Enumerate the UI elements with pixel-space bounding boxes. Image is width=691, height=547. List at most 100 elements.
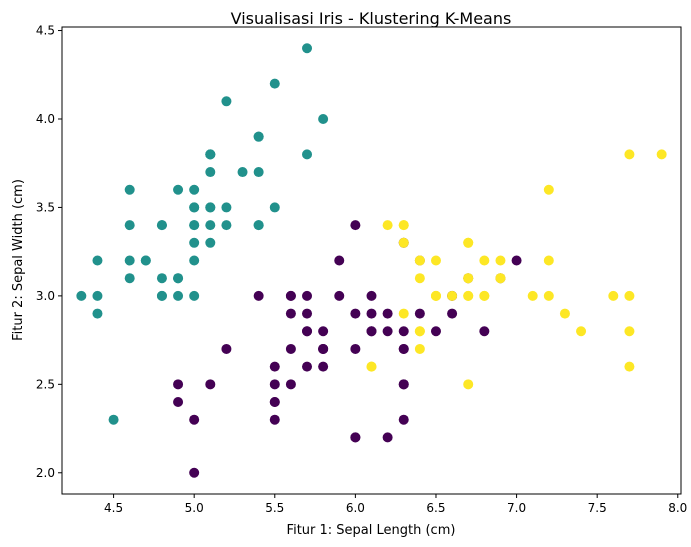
- data-point-cluster-1: [237, 167, 248, 178]
- data-point-cluster-0: [189, 467, 200, 478]
- y-tick-label: 2.5: [36, 377, 55, 391]
- x-axis-label: Fitur 1: Sepal Length (cm): [287, 523, 456, 538]
- data-point-cluster-1: [253, 220, 264, 231]
- x-tick-label: 8.0: [668, 501, 687, 515]
- data-point-cluster-0: [398, 343, 409, 354]
- data-point-cluster-0: [479, 326, 490, 337]
- data-point-cluster-2: [414, 255, 425, 266]
- chart-title: Visualisasi Iris - Klustering K-Means: [231, 9, 512, 28]
- data-point-cluster-2: [447, 290, 458, 301]
- data-point-cluster-1: [92, 255, 103, 266]
- data-point-cluster-0: [318, 343, 329, 354]
- data-point-cluster-2: [382, 220, 393, 231]
- data-point-cluster-0: [398, 379, 409, 390]
- data-point-cluster-0: [430, 326, 441, 337]
- data-point-cluster-2: [576, 326, 587, 337]
- data-point-cluster-0: [366, 326, 377, 337]
- x-tick-label: 4.5: [104, 501, 123, 515]
- data-point-cluster-1: [205, 167, 216, 178]
- data-point-cluster-2: [624, 149, 635, 160]
- data-point-cluster-2: [463, 237, 474, 248]
- data-point-cluster-1: [189, 202, 200, 213]
- x-tick-label: 5.5: [265, 501, 284, 515]
- data-point-cluster-1: [302, 149, 313, 160]
- data-point-cluster-0: [173, 379, 184, 390]
- data-point-cluster-2: [430, 255, 441, 266]
- data-point-cluster-1: [156, 220, 167, 231]
- data-point-cluster-2: [463, 273, 474, 284]
- data-point-cluster-0: [285, 308, 296, 319]
- data-point-cluster-2: [414, 273, 425, 284]
- x-tick-label: 6.5: [426, 501, 445, 515]
- data-point-cluster-1: [205, 220, 216, 231]
- data-point-cluster-1: [124, 184, 135, 195]
- data-points: [76, 43, 667, 478]
- data-point-cluster-0: [350, 220, 361, 231]
- data-point-cluster-1: [189, 184, 200, 195]
- data-point-cluster-1: [318, 113, 329, 124]
- data-point-cluster-0: [350, 432, 361, 443]
- y-tick-label: 2.0: [36, 466, 55, 480]
- data-point-cluster-2: [414, 343, 425, 354]
- y-tick-label: 3.5: [36, 200, 55, 214]
- data-point-cluster-0: [189, 414, 200, 425]
- data-point-cluster-2: [495, 255, 506, 266]
- data-point-cluster-2: [559, 308, 570, 319]
- data-point-cluster-0: [269, 361, 280, 372]
- data-point-cluster-1: [92, 308, 103, 319]
- data-point-cluster-0: [447, 308, 458, 319]
- data-point-cluster-1: [269, 202, 280, 213]
- data-point-cluster-2: [398, 237, 409, 248]
- data-point-cluster-1: [302, 43, 313, 54]
- y-axis-label: Fitur 2: Sepal Width (cm): [11, 179, 26, 341]
- data-point-cluster-1: [156, 273, 167, 284]
- data-point-cluster-0: [269, 379, 280, 390]
- data-point-cluster-0: [511, 255, 522, 266]
- data-point-cluster-1: [173, 184, 184, 195]
- data-point-cluster-2: [543, 184, 554, 195]
- data-point-cluster-2: [527, 290, 538, 301]
- data-point-cluster-0: [350, 308, 361, 319]
- y-tick-label: 3.0: [36, 289, 55, 303]
- data-point-cluster-0: [350, 343, 361, 354]
- data-point-cluster-0: [334, 255, 345, 266]
- data-point-cluster-0: [318, 361, 329, 372]
- data-point-cluster-1: [92, 290, 103, 301]
- data-point-cluster-1: [221, 220, 232, 231]
- data-point-cluster-1: [173, 273, 184, 284]
- data-point-cluster-2: [495, 273, 506, 284]
- data-point-cluster-0: [318, 326, 329, 337]
- data-point-cluster-1: [124, 220, 135, 231]
- data-point-cluster-1: [205, 149, 216, 160]
- data-point-cluster-1: [253, 167, 264, 178]
- data-point-cluster-1: [221, 202, 232, 213]
- data-point-cluster-2: [398, 308, 409, 319]
- data-point-cluster-1: [140, 255, 151, 266]
- x-tick-label: 5.0: [185, 501, 204, 515]
- data-point-cluster-1: [205, 237, 216, 248]
- data-point-cluster-0: [366, 308, 377, 319]
- y-tick-label: 4.0: [36, 112, 55, 126]
- data-point-cluster-1: [205, 202, 216, 213]
- data-point-cluster-2: [656, 149, 667, 160]
- data-point-cluster-0: [414, 308, 425, 319]
- data-point-cluster-1: [189, 290, 200, 301]
- data-point-cluster-1: [269, 78, 280, 89]
- data-point-cluster-2: [608, 290, 619, 301]
- data-point-cluster-2: [463, 379, 474, 390]
- data-point-cluster-1: [189, 220, 200, 231]
- data-point-cluster-0: [398, 414, 409, 425]
- data-point-cluster-1: [124, 255, 135, 266]
- data-point-cluster-1: [221, 96, 232, 107]
- data-point-cluster-0: [302, 326, 313, 337]
- data-point-cluster-2: [624, 361, 635, 372]
- data-point-cluster-1: [189, 237, 200, 248]
- data-point-cluster-0: [398, 326, 409, 337]
- data-point-cluster-1: [173, 290, 184, 301]
- x-tick-label: 7.0: [507, 501, 526, 515]
- data-point-cluster-0: [366, 290, 377, 301]
- data-point-cluster-2: [624, 326, 635, 337]
- x-axis-ticks: 4.5 5.0 5.5 6.0 6.5 7.0 7.5 8.0: [104, 494, 687, 515]
- data-point-cluster-2: [414, 326, 425, 337]
